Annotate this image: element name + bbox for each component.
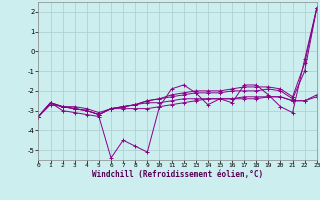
X-axis label: Windchill (Refroidissement éolien,°C): Windchill (Refroidissement éolien,°C) [92, 170, 263, 179]
